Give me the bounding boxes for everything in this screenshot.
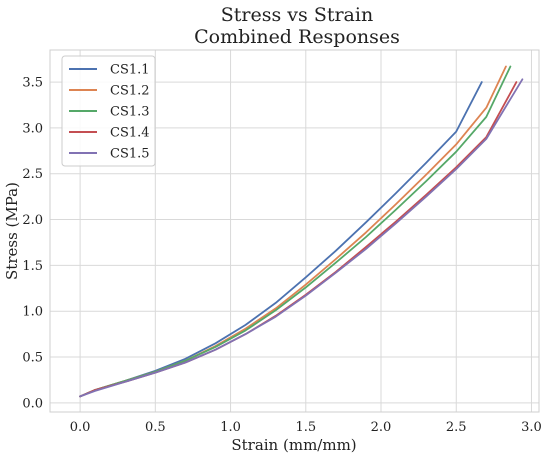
y-tick-label: 0.5 (22, 351, 43, 366)
x-tick-label: 0.0 (70, 420, 91, 435)
legend-label: CS1.3 (110, 105, 150, 120)
series-lines (79, 65, 524, 398)
plot-frame (49, 49, 540, 413)
y-tick-label: 2.0 (22, 213, 43, 228)
x-tick-label: 3.0 (521, 420, 542, 435)
x-tick-label: 2.0 (371, 420, 392, 435)
legend-label: CS1.5 (110, 147, 150, 162)
series-line-cs1-3 (79, 65, 512, 398)
y-tick-label: 0.0 (22, 396, 43, 411)
legend-label: CS1.1 (110, 63, 150, 78)
y-axis-label: Stress (MPa) (3, 182, 21, 280)
legend: CS1.1 CS1.2 CS1.3 CS1.4 CS1.5 (61, 55, 156, 167)
y-tick-label: 1.0 (22, 305, 43, 320)
y-tick-label: 1.5 (22, 259, 43, 274)
y-tick-labels: 0.0 0.5 1.0 1.5 2.0 2.5 3.0 3.5 (22, 76, 43, 412)
x-tick-label: 1.0 (220, 420, 241, 435)
chart-title: Stress vs Strain (221, 4, 373, 26)
series-line-cs1-5 (79, 78, 524, 398)
y-tick-label: 3.5 (22, 76, 43, 91)
x-tick-label: 2.5 (446, 420, 467, 435)
y-tick-label: 3.0 (22, 121, 43, 136)
x-tick-labels: 0.0 0.5 1.0 1.5 2.0 2.5 3.0 (70, 420, 542, 435)
legend-box (61, 55, 156, 167)
x-tick-label: 1.5 (295, 420, 316, 435)
legend-label: CS1.4 (110, 126, 150, 141)
x-tick-label: 0.5 (145, 420, 166, 435)
x-axis-label: Strain (mm/mm) (231, 436, 356, 454)
y-tick-label: 2.5 (22, 167, 43, 182)
chart-subtitle: Combined Responses (194, 26, 400, 48)
legend-label: CS1.2 (110, 84, 150, 99)
